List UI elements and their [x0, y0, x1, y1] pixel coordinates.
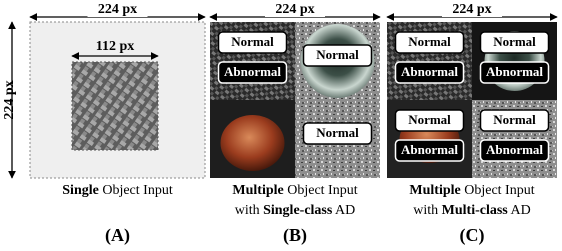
caption-part: Object Input — [284, 183, 358, 198]
figure: 224 px 224 px 112 px Single Object Input (A)… — [0, 0, 562, 251]
panel-tag: (C) — [460, 225, 485, 246]
normal-label: Normal — [408, 34, 451, 49]
caption: with Multi-class AD — [413, 203, 530, 218]
width-label: 224 px — [275, 2, 314, 17]
normal-label: Normal — [493, 112, 536, 127]
caption-part: Object Input — [99, 183, 173, 198]
normal-label: Normal — [493, 34, 536, 49]
width-label: 224 px — [98, 2, 137, 17]
caption: Multiple Object Input — [409, 183, 534, 198]
caption-part: Single — [62, 183, 99, 198]
normal-label: Normal — [316, 125, 359, 140]
normal-label: Normal — [408, 112, 451, 127]
caption-part: Object Input — [461, 183, 535, 198]
abnormal-label: Abnormal — [486, 142, 543, 157]
abnormal-label: Abnormal — [401, 64, 458, 79]
width-label: 224 px — [452, 2, 491, 17]
caption-part: AD — [508, 203, 531, 218]
normal-label: Normal — [231, 34, 274, 49]
caption-part: with — [235, 203, 263, 218]
normal-label: Normal — [316, 47, 359, 62]
abnormal-label: Abnormal — [486, 64, 543, 79]
caption-part: Multiple — [232, 183, 283, 198]
caption-part: Single-class — [263, 203, 333, 218]
panel-tag: (A) — [105, 225, 130, 246]
caption-part: Multi-class — [442, 203, 509, 218]
abnormal-label: Abnormal — [224, 64, 281, 79]
inner-label: 112 px — [96, 39, 135, 54]
panel-tag: (B) — [283, 225, 307, 246]
caption-part: Multiple — [409, 183, 460, 198]
abnormal-label: Abnormal — [401, 142, 458, 157]
object-image — [72, 62, 158, 150]
caption: Single Object Input — [62, 183, 173, 198]
caption-part: with — [413, 203, 441, 218]
caption: with Single-class AD — [235, 203, 356, 218]
height-label: 224 px — [2, 80, 17, 119]
caption: Multiple Object Input — [232, 183, 357, 198]
caption-part: AD — [332, 203, 355, 218]
object-image — [221, 115, 285, 171]
